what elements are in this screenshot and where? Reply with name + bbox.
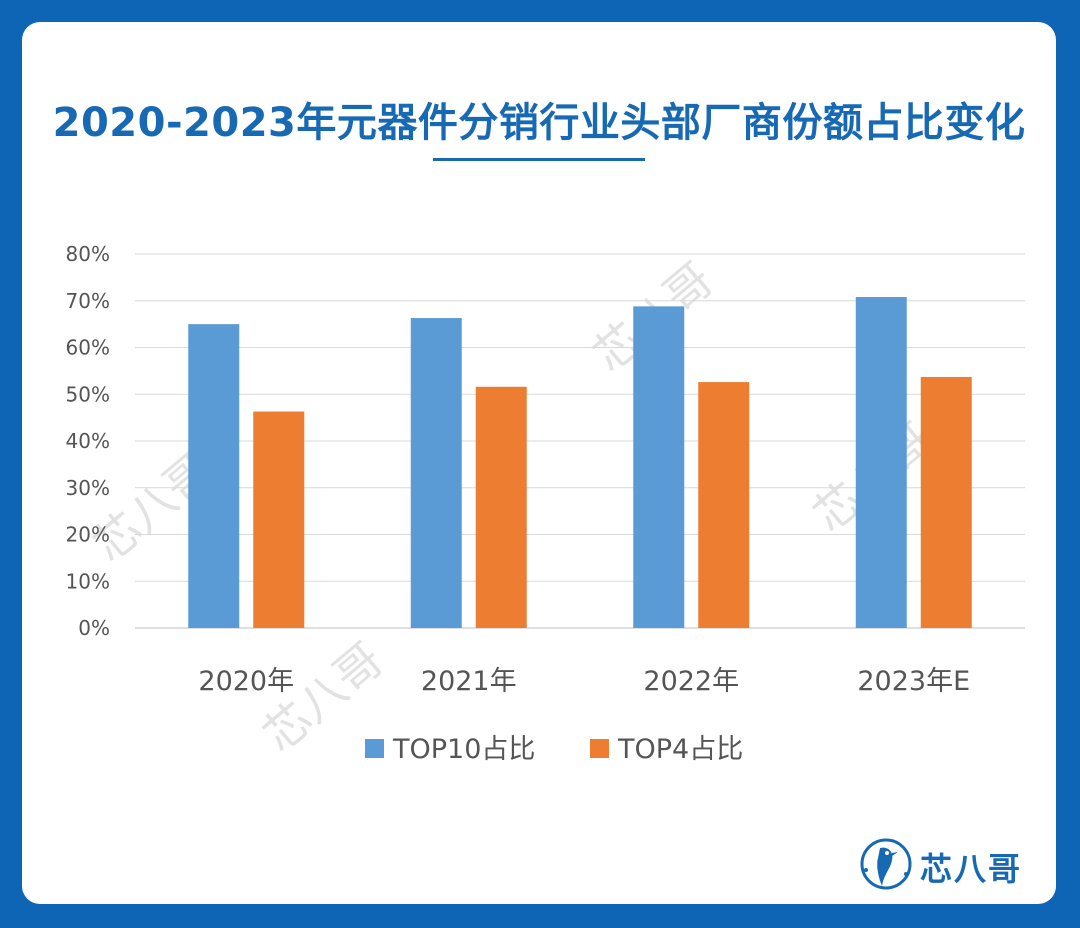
- bar-top4: [698, 382, 750, 628]
- y-tick-label: 80%: [66, 242, 110, 266]
- x-category-label: 2022年: [643, 666, 739, 697]
- brand-name: 芯八哥: [920, 850, 1023, 888]
- x-category-label: 2020年: [198, 666, 294, 697]
- bar-top4: [920, 376, 972, 628]
- legend: TOP10占比 TOP4占比: [365, 734, 743, 765]
- bar-top10: [188, 324, 240, 628]
- x-category-label: 2021年: [421, 666, 517, 697]
- x-category-label: 2023年E: [857, 666, 970, 697]
- y-tick-label: 70%: [66, 289, 110, 313]
- legend-swatch: [590, 739, 609, 758]
- page-title: 2020-2023年元器件分销行业头部厂商份额占比变化: [52, 100, 1026, 146]
- y-tick-label: 40%: [66, 429, 110, 453]
- y-tick-label: 10%: [66, 569, 110, 593]
- bar-top10: [633, 306, 685, 628]
- bar-top10: [410, 318, 462, 628]
- bars: [188, 297, 972, 628]
- brand-logo: 芯八哥: [858, 834, 1048, 894]
- y-tick-label: 50%: [66, 382, 110, 406]
- y-tick-label: 20%: [66, 523, 110, 547]
- y-tick-label: 60%: [66, 336, 110, 360]
- bar-chart: 0%10%20%30%40%50%60%70%80% 2020年 2021年 202…: [66, 242, 1025, 765]
- chart-card: 2020-2023年元器件分销行业头部厂商份额占比变化 芯八哥 芯八哥 芯八哥 …: [22, 22, 1056, 904]
- x-axis-categories: 2020年 2021年 2022年 2023年E: [198, 666, 970, 697]
- legend-swatch: [365, 739, 384, 758]
- bar-top4: [253, 411, 305, 628]
- legend-label: TOP10占比: [392, 734, 535, 765]
- title-underline: [433, 158, 645, 161]
- y-axis-ticks: 0% 10% 20% 30% 40% 50% 60% 70% 80%: [66, 242, 110, 640]
- y-tick-label: 30%: [66, 476, 110, 500]
- bar-top4: [475, 386, 527, 628]
- y-tick-label: 0%: [78, 616, 110, 640]
- legend-label: TOP4占比: [617, 734, 743, 765]
- bird-logo-icon: [860, 838, 912, 890]
- bar-top10: [855, 297, 907, 628]
